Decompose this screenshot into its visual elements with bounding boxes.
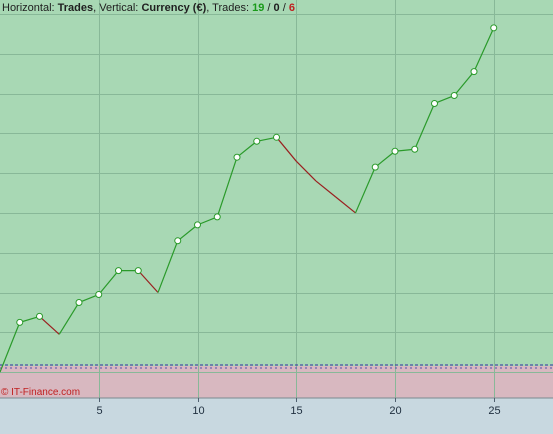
trade-point [233, 153, 241, 161]
win-segment [374, 150, 396, 168]
count-separator: / [283, 2, 287, 14]
win-segment [434, 94, 455, 105]
equity-line [0, 27, 495, 373]
vertical-label: Vertical: [99, 2, 138, 14]
horizontal-label: Horizontal: [2, 2, 55, 14]
losses-count: 6 [289, 2, 295, 14]
x-axis: 5 10 15 20 25 [96, 398, 501, 417]
trade-point [391, 147, 399, 155]
win-segment [236, 140, 258, 158]
trade-point [174, 237, 182, 245]
trade-point [194, 221, 201, 229]
trade-point [95, 291, 103, 299]
trade-point [115, 267, 122, 275]
watermark: © IT-Finance.com [1, 387, 80, 398]
grid-lines [0, 0, 553, 398]
x-tick-label: 10 [192, 405, 204, 417]
vertical-value: Currency (€) [141, 2, 206, 14]
trade-point [490, 24, 498, 32]
trade-point [213, 213, 221, 221]
trade-point [371, 163, 379, 171]
trade-point [431, 99, 438, 107]
loss-segment [295, 160, 317, 182]
trade-point [273, 133, 280, 141]
header-separator: , [206, 2, 209, 14]
win-segment [216, 157, 238, 218]
win-segment [157, 240, 179, 293]
trade-point [411, 145, 419, 153]
trade-point [75, 298, 83, 306]
win-segment [58, 302, 80, 335]
win-segment [453, 71, 475, 96]
trade-point [36, 312, 43, 320]
trade-markers [16, 24, 498, 326]
header-separator: , [93, 2, 96, 14]
loss-segment [315, 180, 337, 198]
x-axis-band [0, 398, 553, 434]
loss-segment [39, 315, 60, 335]
trade-point [16, 318, 24, 326]
count-separator: / [267, 2, 271, 14]
win-segment [177, 224, 198, 242]
trade-point [450, 92, 458, 100]
chart-header: Horizontal: Trades, Vertical: Currency (… [2, 2, 295, 14]
win-segment [354, 166, 376, 214]
win-segment [473, 27, 495, 72]
profit-zone [0, 0, 553, 366]
x-tick-label: 5 [96, 405, 102, 417]
win-segment [414, 103, 436, 150]
trades-label: Trades: [212, 2, 249, 14]
loss-segment [276, 136, 297, 162]
neutral-count: 0 [274, 2, 280, 14]
win-segment [0, 322, 21, 373]
loss-segment [137, 270, 159, 293]
trade-point [134, 267, 142, 275]
x-tick-label: 15 [290, 405, 302, 417]
win-segment [98, 270, 119, 295]
win-segment [78, 293, 99, 304]
wins-count: 19 [252, 2, 264, 14]
win-segment [197, 216, 218, 226]
loss-segment [335, 196, 356, 214]
trade-point [253, 137, 261, 145]
x-tick-label: 20 [389, 405, 401, 417]
horizontal-value: Trades [58, 2, 93, 14]
trade-point [470, 68, 478, 76]
loss-zone [0, 366, 553, 398]
x-tick-label: 25 [488, 405, 500, 417]
